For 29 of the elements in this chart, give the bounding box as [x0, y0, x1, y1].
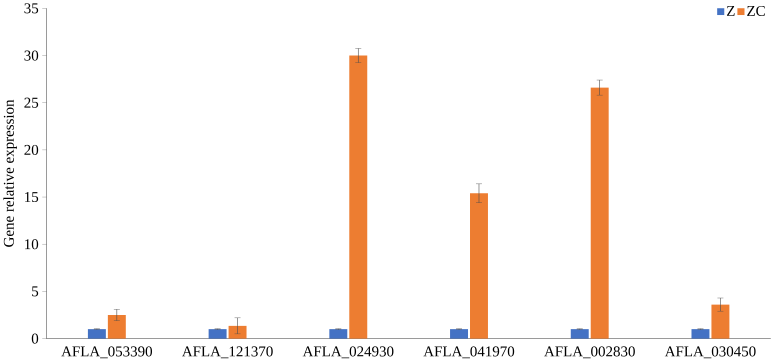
- x-tick-label: AFLA_053390: [61, 346, 152, 358]
- bar: [711, 304, 730, 339]
- bar: [470, 193, 488, 339]
- bar: [691, 329, 710, 339]
- y-tick-label: 0: [32, 334, 38, 344]
- legend-label: Z: [726, 6, 735, 16]
- bar: [349, 56, 368, 339]
- x-tick-label: AFLA_024930: [302, 346, 394, 358]
- y-tick-label: 25: [24, 98, 38, 108]
- y-tick-label: 20: [24, 145, 38, 156]
- x-tick-label: AFLA_030450: [664, 346, 756, 358]
- y-tick-label: 15: [25, 192, 38, 202]
- bar: [208, 329, 227, 339]
- y-tick-label: 30: [24, 50, 38, 61]
- bar: [108, 315, 126, 339]
- x-tick-label: AFLA_121370: [182, 346, 273, 358]
- x-tick-label: AFLA_041970: [423, 346, 514, 358]
- legend-label: ZC: [747, 6, 765, 16]
- bar: [590, 88, 609, 339]
- y-axis-title: Gene relative expression: [3, 100, 17, 248]
- x-tick-label: AFLA_002830: [544, 346, 635, 358]
- bar: [329, 329, 348, 339]
- bar: [570, 329, 589, 339]
- y-tick-label: 10: [25, 239, 38, 250]
- bar: [88, 329, 106, 339]
- bar: [228, 326, 247, 339]
- bar: [450, 329, 468, 339]
- y-tick-label: 35: [24, 4, 38, 14]
- y-tick-label: 5: [32, 286, 38, 297]
